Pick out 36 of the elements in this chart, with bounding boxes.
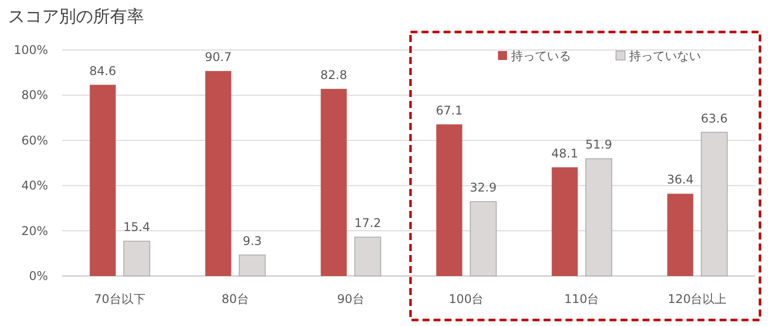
bar [90,84,116,276]
data-label: 90.7 [204,50,232,64]
x-tick-label: 80台 [222,292,249,306]
bar [205,71,232,276]
data-label: 17.2 [354,216,382,230]
bar [238,254,266,276]
y-tick-label: 80% [21,88,48,102]
x-tick-label: 70台以下 [94,292,146,306]
y-tick-label: 40% [21,178,48,193]
y-tick-label: 0% [28,269,48,283]
legend-label: 持っている [511,49,571,63]
bar [667,194,694,276]
y-tick-label: 100% [14,43,48,57]
bar [123,240,150,276]
data-label: 48.1 [551,146,578,160]
x-tick-label: 100台 [448,292,484,306]
data-label: 67.1 [436,103,463,118]
x-tick-label: 120台以上 [668,292,727,306]
data-label: 32.9 [470,180,497,195]
bar [436,124,462,276]
x-tick-label: 90台 [337,292,364,306]
bar [552,167,578,276]
data-label: 82.8 [320,68,348,82]
data-label: 63.6 [700,111,728,126]
data-label: 51.9 [585,138,612,152]
data-label: 15.4 [123,220,150,234]
y-tick-label: 20% [21,224,48,238]
data-label: 36.4 [666,172,694,187]
bar [320,88,347,276]
chart-title: スコア別の所有率 [8,7,144,27]
x-tick-label: 110台 [564,292,600,306]
data-label: 9.3 [242,234,262,248]
y-tick-label: 60% [21,133,48,148]
data-label: 84.6 [89,64,116,78]
legend-label: 持っていない [629,49,701,63]
bar [354,236,382,276]
